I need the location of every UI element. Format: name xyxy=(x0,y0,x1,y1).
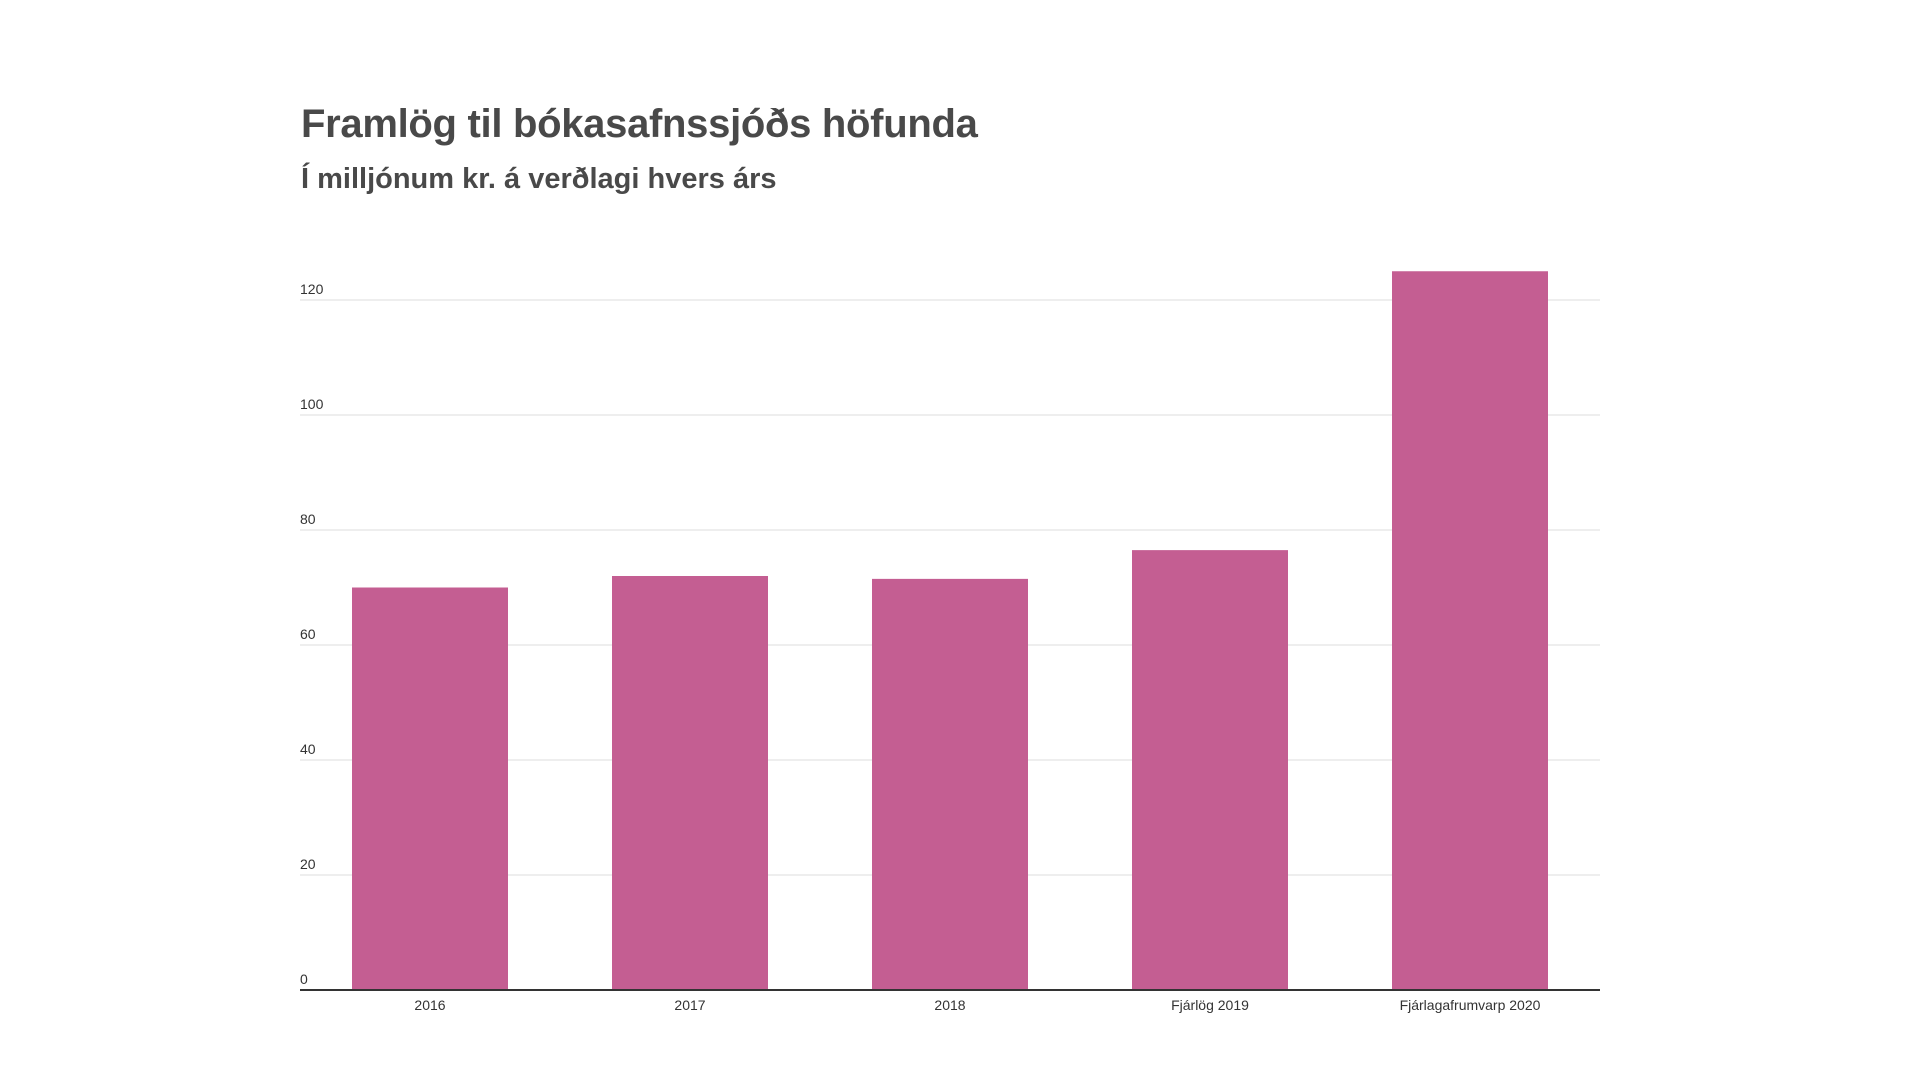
x-tick-label: 2016 xyxy=(414,997,445,1013)
y-axis-ticks: 0 20 40 60 80 100 120 xyxy=(300,281,324,987)
bar-2 xyxy=(612,576,768,990)
y-tick-label: 60 xyxy=(300,626,316,642)
bars xyxy=(352,271,1548,990)
x-tick-label: 2017 xyxy=(674,997,705,1013)
chart-title: Framlög til bókasafnssjóðs höfunda xyxy=(301,102,978,146)
x-tick-label: 2018 xyxy=(934,997,965,1013)
x-tick-label: Fjárlagafrumvarp 2020 xyxy=(1400,997,1541,1013)
y-tick-label: 40 xyxy=(300,741,316,757)
chart-subtitle: Í milljónum kr. á verðlagi hvers árs xyxy=(301,163,777,195)
y-tick-label: 100 xyxy=(300,396,324,412)
y-tick-label: 20 xyxy=(300,856,316,872)
y-tick-label: 0 xyxy=(300,971,308,987)
x-tick-label: Fjárlög 2019 xyxy=(1171,997,1249,1013)
bar-4 xyxy=(1132,550,1288,990)
bar-3 xyxy=(872,578,1028,990)
bar-1 xyxy=(352,587,508,990)
bar-5 xyxy=(1392,271,1548,990)
y-tick-label: 80 xyxy=(300,511,316,527)
y-tick-label: 120 xyxy=(300,281,324,297)
x-axis-ticks: 2016 2017 2018 Fjárlög 2019 Fjárlagafrumvarp… xyxy=(414,997,1540,1013)
